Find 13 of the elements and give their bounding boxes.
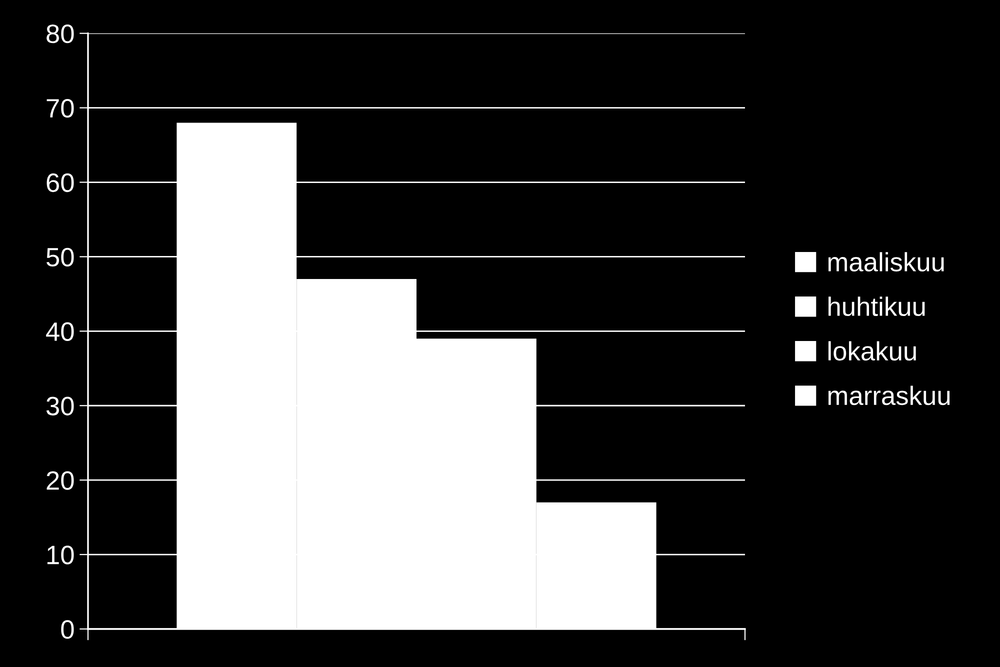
legend-label: lokakuu <box>828 341 916 361</box>
y-tick-label: 80 <box>46 24 74 44</box>
y-tick-label: 10 <box>47 546 74 564</box>
y-tick-label: 40 <box>46 322 74 341</box>
y-tick-label: 50 <box>46 248 74 267</box>
y-tick-label: 20 <box>46 471 74 490</box>
y-tick-label: 60 <box>46 173 74 192</box>
y-tick-label: 70 <box>46 98 74 118</box>
legend-label: marraskuu <box>828 386 950 406</box>
y-tick-label: 30 <box>46 396 74 416</box>
y-tick-label: 0 <box>61 620 74 639</box>
legend-label: maaliskuu <box>828 252 944 272</box>
legend-label: huhtikuu <box>828 296 925 316</box>
